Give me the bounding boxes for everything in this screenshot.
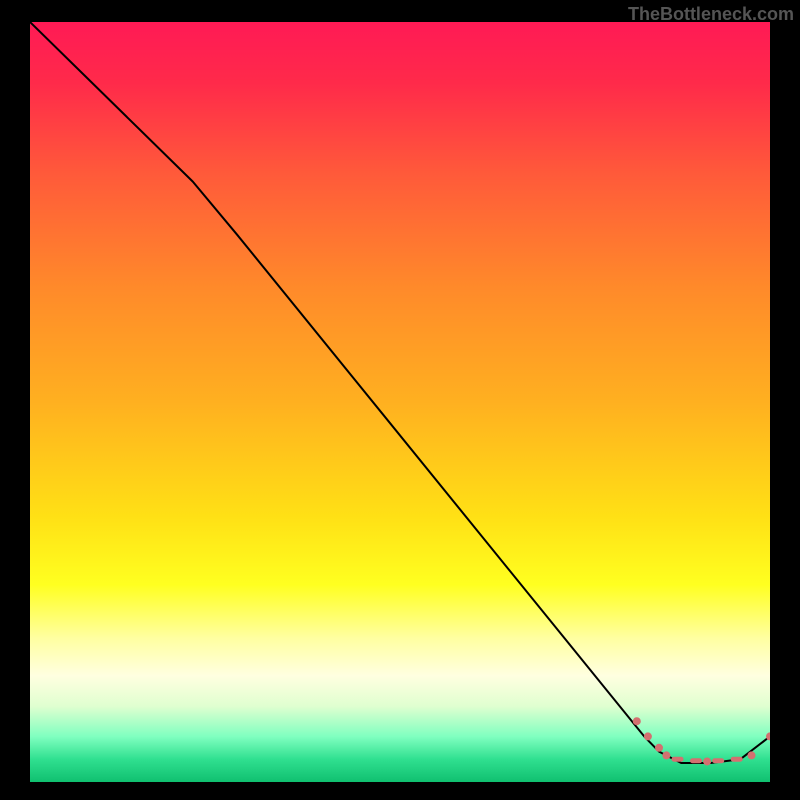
marker-dash — [712, 758, 724, 763]
chart-area — [30, 22, 770, 782]
marker-point — [748, 751, 756, 759]
marker-point — [655, 744, 663, 752]
marker-point — [633, 717, 641, 725]
marker-point — [703, 757, 711, 765]
marker-point — [662, 751, 670, 759]
marker-point — [644, 732, 652, 740]
chart-background — [30, 22, 770, 782]
marker-dash — [672, 757, 684, 762]
watermark-text: TheBottleneck.com — [628, 4, 794, 25]
chart-svg — [30, 22, 770, 782]
marker-dash — [690, 758, 702, 763]
marker-dash — [731, 757, 743, 762]
